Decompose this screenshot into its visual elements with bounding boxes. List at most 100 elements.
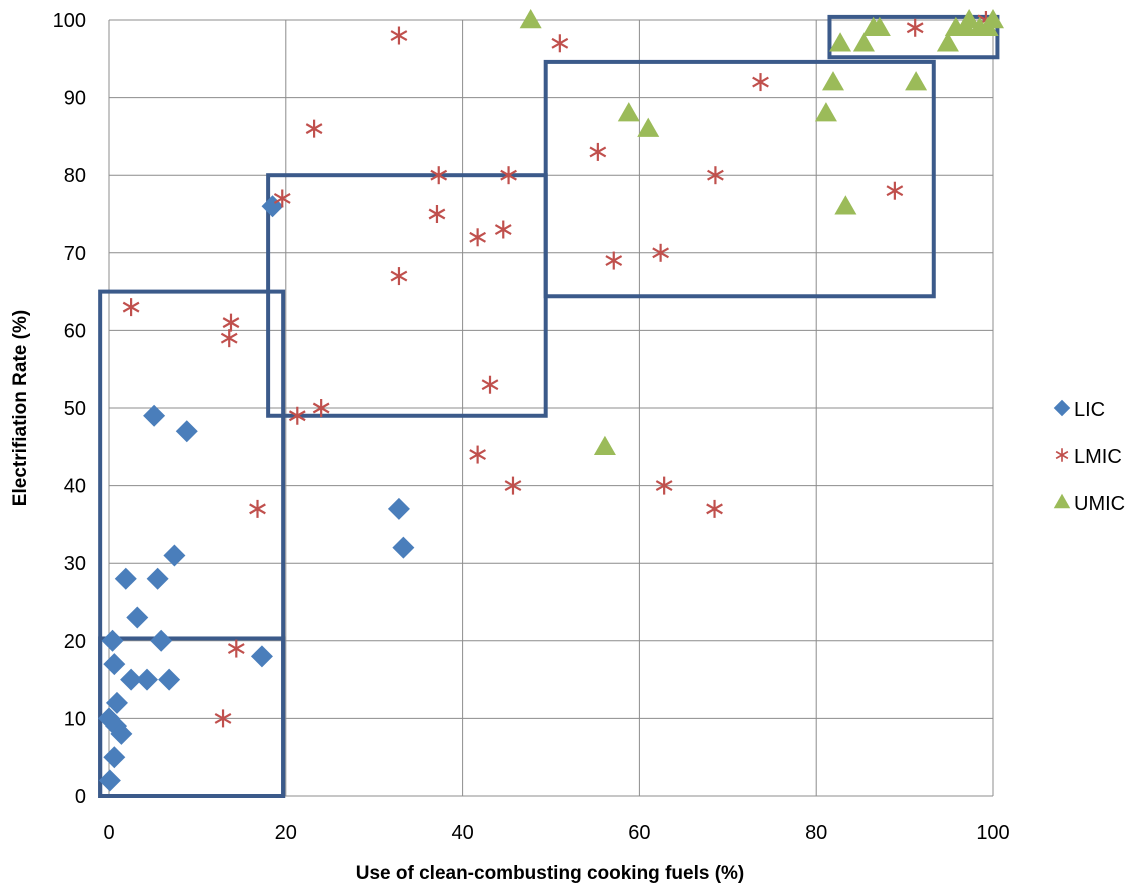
group-box-5 [827,14,1000,60]
tick-labels: 0 20 40 60 80 100 0 10 20 30 40 50 60 70 80 90 100 [53,10,1010,844]
x-axis-title: Use of clean-combusting cooking fuels (%… [356,863,745,884]
point-umic [905,71,928,91]
point-umic [617,102,640,122]
y-tick-label: 20 [64,631,86,653]
y-tick-label: 30 [64,553,86,575]
y-tick-label: 70 [64,243,86,265]
point-umic [958,9,981,29]
point-lmic [589,142,607,161]
legend-symbol-umic [1053,493,1071,509]
legend-label-umic: UMIC [1074,493,1125,515]
point-lmic [481,375,499,394]
point-lmic [469,445,487,464]
point-lic [110,722,133,745]
x-tick-label: 40 [451,822,473,844]
point-umic [814,102,837,122]
point-lic [387,497,410,520]
legend-item-lmic: LMIC [1055,446,1122,468]
point-lmic [504,476,522,495]
point-lmic [227,639,245,658]
point-lic [143,404,166,427]
point-lic [101,629,124,652]
legend-item-umic: UMIC [1053,493,1125,515]
group-box-1 [98,289,286,798]
y-tick-label: 90 [64,88,86,110]
point-lmic [494,220,512,239]
point-umic [821,71,844,91]
x-tick-label: 80 [805,822,827,844]
point-umic [868,16,891,37]
point-lic [136,668,159,691]
y-tick-label: 80 [64,165,86,187]
point-lmic [430,166,448,185]
point-lic [126,606,149,629]
point-umic [982,9,1004,29]
point-lic [392,536,415,559]
point-lmic [390,26,408,45]
point-lic [105,691,128,714]
point-lic [146,567,169,590]
x-tick-label: 0 [103,822,114,844]
point-lmic [305,119,323,138]
legend-symbol-lic [1053,399,1071,417]
legend-item-lic: LIC [1053,399,1105,421]
point-umic [829,32,852,52]
point-lmic [906,18,924,37]
y-tick-label: 60 [64,320,86,342]
point-umic [637,117,660,137]
point-lic [150,629,173,652]
y-tick-label: 0 [75,786,86,808]
point-umic [852,32,875,52]
group-boxes [98,14,1000,798]
point-lic [158,668,181,691]
y-axis-title: Electrifiation Rate (%) [10,310,31,506]
point-lmic [752,73,769,92]
legend-marker-lic [1053,399,1071,417]
point-umic [593,435,616,456]
grid-lines [108,19,994,797]
point-lmic [390,267,408,286]
point-lmic [273,189,291,208]
y-tick-label: 50 [64,398,86,420]
point-lic [98,769,121,792]
x-tick-label: 60 [628,822,650,844]
point-lic [114,567,137,590]
legend-marker-lmic [1055,448,1069,462]
point-lmic [500,166,517,185]
x-tick-label: 100 [976,822,1009,844]
legend-label-lmic: LMIC [1074,446,1122,468]
point-umic [519,9,542,29]
point-lmic [605,251,623,270]
point-umic [936,32,959,52]
data-points [98,9,1004,792]
point-lic [103,746,126,769]
point-lmic [707,166,724,185]
point-lmic [222,313,240,332]
point-lic [103,653,126,676]
point-lmic [249,499,266,518]
point-lmic [655,476,673,495]
legend-marker-umic [1053,493,1071,509]
legend-symbol-lmic [1055,448,1069,462]
point-lic [175,420,198,443]
point-lmic [886,181,904,200]
point-lmic [428,205,446,223]
point-lmic [469,228,487,247]
y-tick-label: 10 [64,708,86,730]
point-lic [250,645,273,668]
point-lmic [220,329,238,348]
y-tick-label: 40 [64,476,86,498]
point-lmic [122,298,140,317]
point-lmic [214,709,232,728]
legend: LIC LMIC UMIC [1053,399,1125,515]
x-tick-label: 20 [275,822,297,844]
point-lmic [288,406,306,425]
group-box-4 [543,59,936,299]
point-lmic [652,243,669,262]
legend-label-lic: LIC [1074,399,1105,421]
point-lic [163,544,186,567]
point-lic [120,668,143,691]
y-tick-label: 100 [53,10,86,32]
point-umic [834,195,857,215]
